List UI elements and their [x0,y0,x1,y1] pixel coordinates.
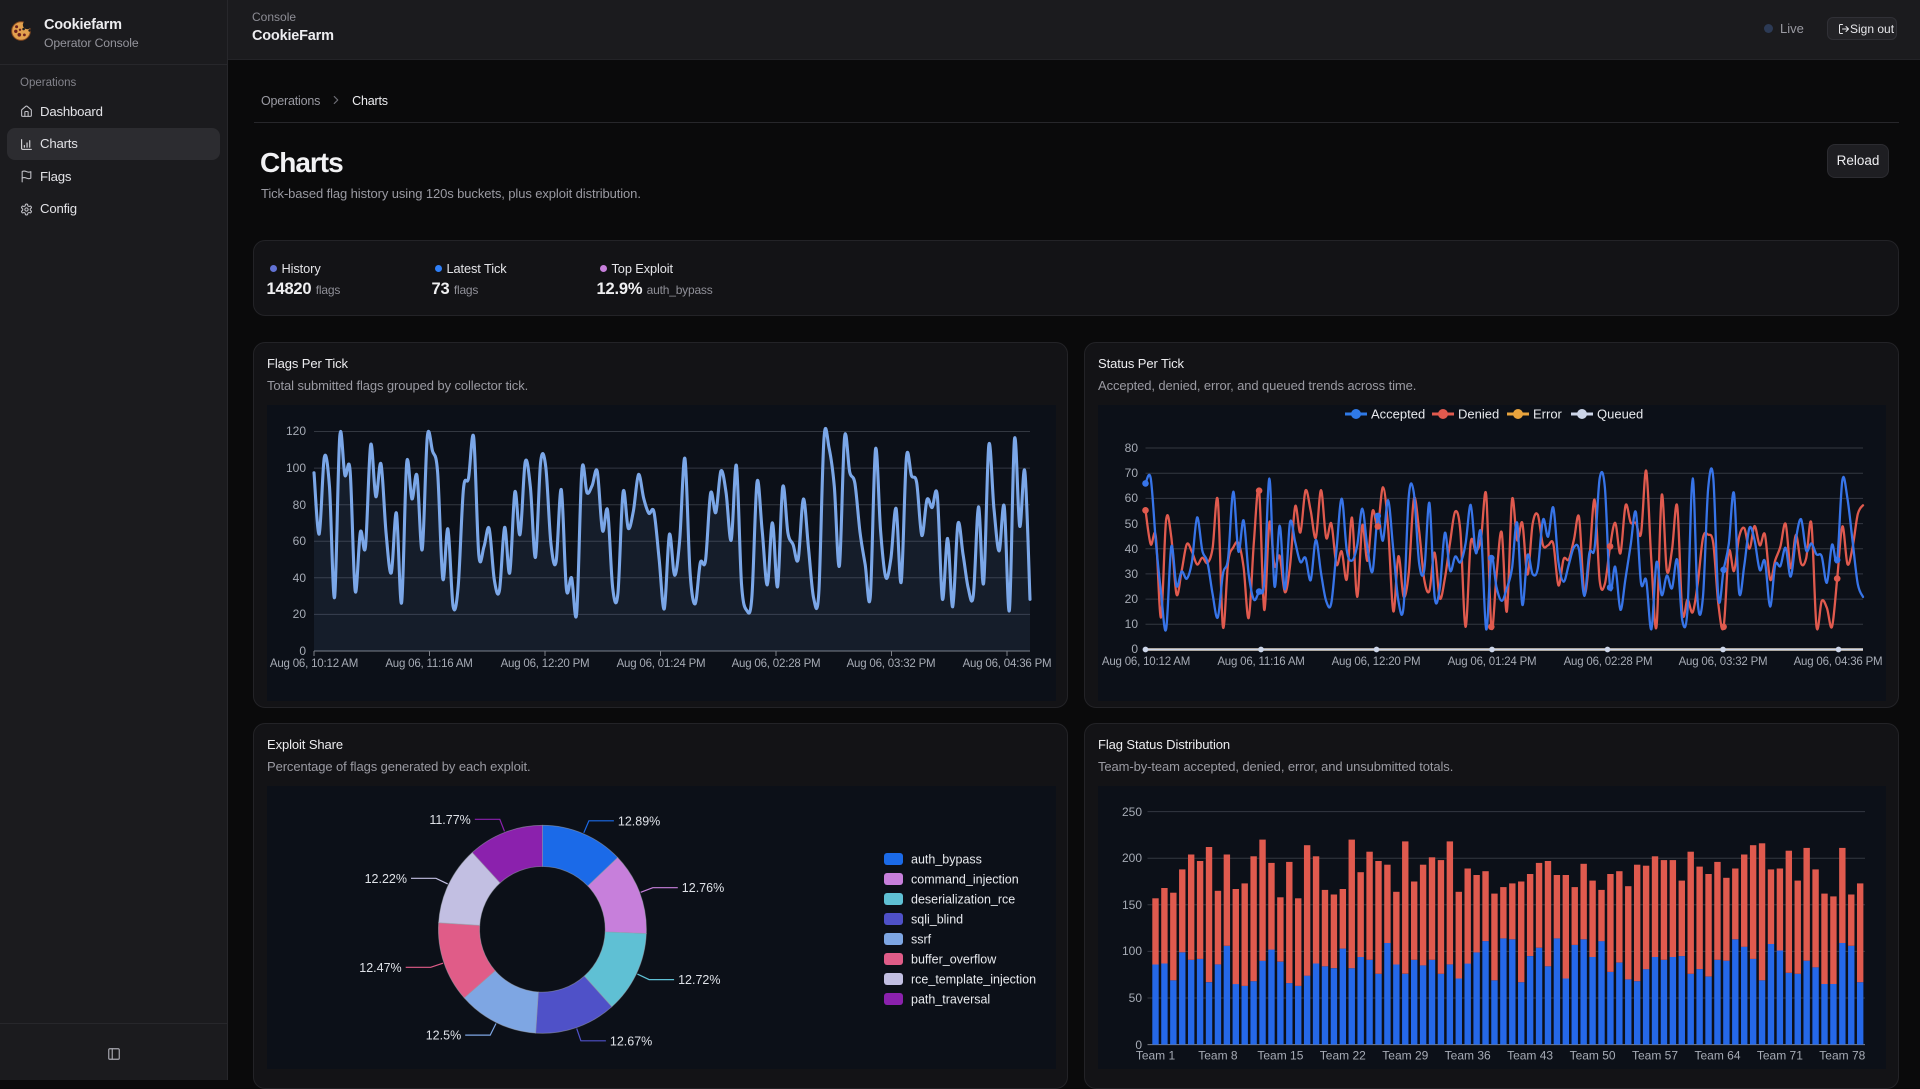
svg-text:ssrf: ssrf [911,933,932,947]
svg-text:Team 1: Team 1 [1136,1049,1176,1063]
svg-text:Team 22: Team 22 [1320,1049,1366,1063]
svg-text:120: 120 [286,424,306,438]
svg-text:rce_template_injection: rce_template_injection [911,973,1036,987]
svg-text:80: 80 [293,498,307,512]
svg-text:100: 100 [1122,944,1142,958]
svg-text:0: 0 [1131,642,1138,656]
svg-text:0: 0 [1135,1038,1142,1052]
svg-text:Team 15: Team 15 [1257,1049,1303,1063]
svg-text:Team 78: Team 78 [1819,1049,1865,1063]
svg-text:Team 64: Team 64 [1694,1049,1740,1063]
svg-text:command_injection: command_injection [911,873,1019,887]
svg-text:12.22%: 12.22% [365,872,407,886]
svg-text:12.89%: 12.89% [618,814,660,828]
svg-text:Aug 06, 01:24 PM: Aug 06, 01:24 PM [1448,656,1537,668]
svg-text:Aug 06, 02:28 PM: Aug 06, 02:28 PM [732,658,821,670]
svg-text:10: 10 [1125,617,1139,631]
svg-text:50: 50 [1125,517,1139,531]
svg-text:buffer_overflow: buffer_overflow [911,953,997,967]
svg-text:60: 60 [293,534,307,548]
svg-text:deserialization_rce: deserialization_rce [911,893,1015,907]
svg-text:Aug 06, 02:28 PM: Aug 06, 02:28 PM [1564,656,1653,668]
svg-text:12.5%: 12.5% [426,1029,461,1043]
svg-text:12.67%: 12.67% [610,1034,652,1048]
svg-text:50: 50 [1129,991,1143,1005]
svg-text:Team 50: Team 50 [1570,1049,1616,1063]
svg-text:250: 250 [1122,805,1142,819]
svg-text:20: 20 [1125,592,1139,606]
svg-text:Queued: Queued [1597,407,1643,422]
svg-text:Team 36: Team 36 [1445,1049,1491,1063]
svg-text:Error: Error [1533,407,1563,422]
svg-text:40: 40 [293,571,307,585]
svg-text:Aug 06, 03:32 PM: Aug 06, 03:32 PM [847,658,936,670]
svg-text:20: 20 [293,607,307,621]
svg-text:Accepted: Accepted [1371,407,1425,422]
svg-text:Aug 06, 12:20 PM: Aug 06, 12:20 PM [501,658,590,670]
svg-text:Aug 06, 11:16 AM: Aug 06, 11:16 AM [1217,656,1304,668]
svg-text:0: 0 [299,644,306,658]
svg-text:70: 70 [1125,466,1139,480]
svg-text:Aug 06, 10:12 AM: Aug 06, 10:12 AM [270,658,358,670]
svg-text:Team 8: Team 8 [1198,1049,1238,1063]
svg-text:40: 40 [1125,542,1139,556]
svg-text:Aug 06, 12:20 PM: Aug 06, 12:20 PM [1332,656,1421,668]
svg-text:path_traversal: path_traversal [911,993,990,1007]
svg-text:auth_bypass: auth_bypass [911,853,982,867]
svg-text:12.76%: 12.76% [682,881,724,895]
svg-text:Denied: Denied [1458,407,1499,422]
svg-text:Team 29: Team 29 [1382,1049,1428,1063]
svg-text:11.77%: 11.77% [429,813,470,827]
svg-text:Aug 06, 03:32 PM: Aug 06, 03:32 PM [1679,656,1768,668]
svg-text:200: 200 [1122,851,1142,865]
svg-text:Aug 06, 11:16 AM: Aug 06, 11:16 AM [385,658,472,670]
svg-text:80: 80 [1125,441,1139,455]
svg-text:150: 150 [1122,898,1142,912]
svg-text:Team 71: Team 71 [1757,1049,1803,1063]
svg-text:Team 57: Team 57 [1632,1049,1678,1063]
svg-text:Aug 06, 04:36 PM: Aug 06, 04:36 PM [1794,656,1883,668]
svg-text:100: 100 [286,461,306,475]
svg-text:60: 60 [1125,491,1139,505]
svg-text:Aug 06, 01:24 PM: Aug 06, 01:24 PM [617,658,706,670]
svg-text:Aug 06, 10:12 AM: Aug 06, 10:12 AM [1102,656,1190,668]
svg-text:30: 30 [1125,567,1139,581]
svg-text:12.47%: 12.47% [359,961,401,975]
svg-text:12.72%: 12.72% [678,973,720,987]
svg-text:sqli_blind: sqli_blind [911,913,963,927]
svg-text:Aug 06, 04:36 PM: Aug 06, 04:36 PM [963,658,1052,670]
svg-text:Team 43: Team 43 [1507,1049,1553,1063]
